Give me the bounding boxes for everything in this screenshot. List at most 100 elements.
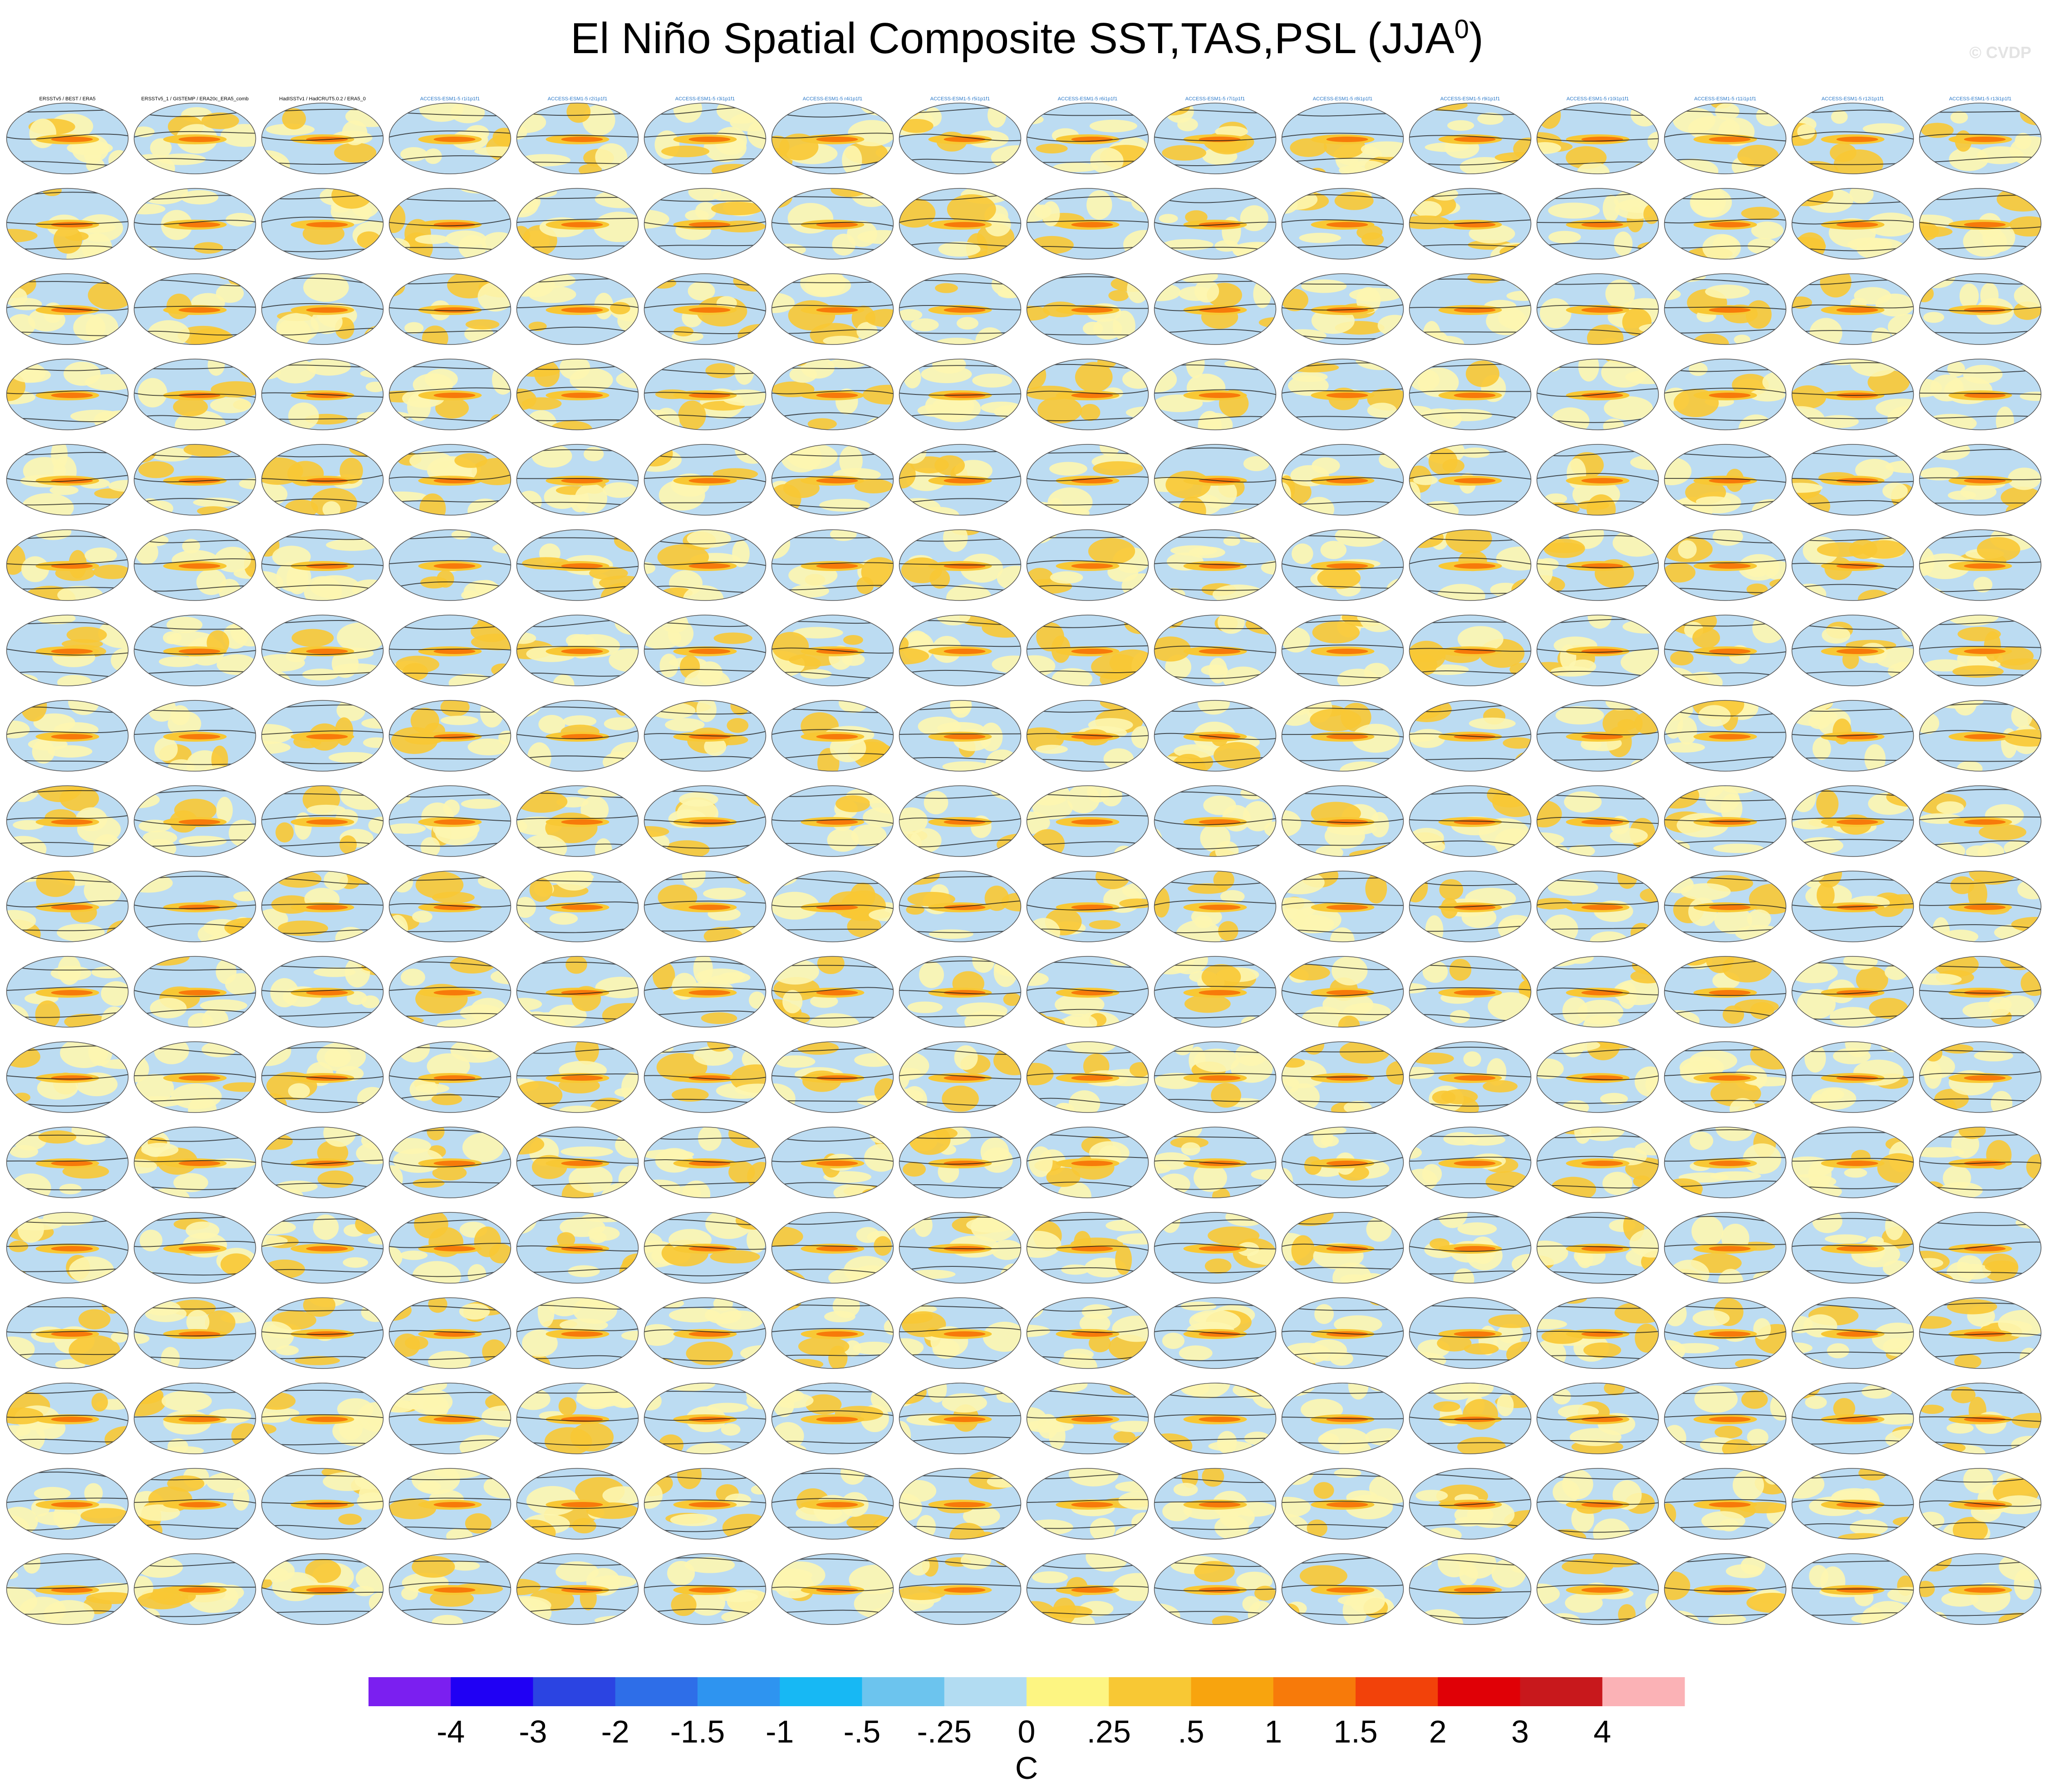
map-panel	[261, 700, 384, 772]
map-panel	[771, 1297, 894, 1369]
map-panel	[644, 1212, 767, 1284]
map-panel: ACCESS-ESM1-5 r7i1p1f1	[1154, 96, 1277, 174]
colorbar-tick-label: -4	[437, 1714, 465, 1749]
colorbar-swatch	[944, 1677, 1027, 1706]
colorbar-swatch	[369, 1677, 451, 1706]
colorbar-tick-label: -.25	[917, 1714, 972, 1749]
map-panel	[261, 1297, 384, 1369]
title-superscript: 0	[1454, 15, 1469, 44]
colorbar-tick-label: 2	[1429, 1714, 1447, 1749]
map-panel	[1409, 188, 1532, 260]
map-panel	[1026, 956, 1149, 1028]
map-panel	[133, 785, 256, 857]
map-panel	[133, 700, 256, 772]
map-panel	[1919, 785, 2042, 857]
panel-label: ACCESS-ESM1-5 r1i1p1f1	[420, 96, 480, 102]
map-panel	[388, 273, 511, 345]
colorbar-swatch	[451, 1677, 533, 1706]
map-panel	[1536, 1468, 1659, 1540]
map-panel	[388, 785, 511, 857]
map-panel	[899, 956, 1022, 1028]
map-panel	[261, 956, 384, 1028]
panel-label: ACCESS-ESM1-5 r4i1p1f1	[803, 96, 862, 102]
map-panel	[1026, 1127, 1149, 1198]
map-panel	[1026, 1212, 1149, 1284]
map-panel	[1664, 188, 1787, 260]
map-panel	[644, 1041, 767, 1113]
map-panel	[6, 188, 129, 260]
map-panel	[644, 359, 767, 430]
colorbar-swatch	[780, 1677, 862, 1706]
map-panel	[261, 1553, 384, 1625]
map-panel	[1536, 1041, 1659, 1113]
map-panel	[1664, 444, 1787, 516]
map-panel	[1409, 1041, 1532, 1113]
map-panel	[1664, 1212, 1787, 1284]
map-panel	[1919, 700, 2042, 772]
map-panel: ACCESS-ESM1-5 r6i1p1f1	[1026, 96, 1149, 174]
colorbar-swatch	[1273, 1677, 1356, 1706]
map-panel	[771, 273, 894, 345]
map-panel	[1026, 273, 1149, 345]
panel-label: ACCESS-ESM1-5 r10i1p1f1	[1567, 96, 1629, 102]
map-panel	[261, 1212, 384, 1284]
map-panel	[899, 1553, 1022, 1625]
map-panel	[388, 1383, 511, 1454]
map-panel	[1154, 1468, 1277, 1540]
map-panel	[1281, 1553, 1404, 1625]
map-panel	[1791, 188, 1914, 260]
map-panel	[261, 615, 384, 686]
map-panel	[516, 273, 639, 345]
colorbar-tick-label: 0	[1018, 1714, 1036, 1749]
panel-label: ACCESS-ESM1-5 r7i1p1f1	[1185, 96, 1245, 102]
map-panel: ACCESS-ESM1-5 r8i1p1f1	[1281, 96, 1404, 174]
map-panel	[1026, 700, 1149, 772]
map-panel	[133, 273, 256, 345]
map-panel	[1409, 1212, 1532, 1284]
map-panel	[1919, 1297, 2042, 1369]
map-panel	[1281, 1041, 1404, 1113]
map-panel	[644, 1297, 767, 1369]
map-panel	[1536, 529, 1659, 601]
map-panel	[644, 615, 767, 686]
map-panel	[771, 444, 894, 516]
map-panel: ERSSTv5 / BEST / ERA5	[6, 96, 129, 174]
map-panel	[1664, 529, 1787, 601]
map-panel	[1154, 1041, 1277, 1113]
panel-label: ACCESS-ESM1-5 r12i1p1f1	[1822, 96, 1884, 102]
colorbar-swatch	[862, 1677, 945, 1706]
map-panel	[771, 1383, 894, 1454]
map-panel	[644, 956, 767, 1028]
panel-label: ACCESS-ESM1-5 r2i1p1f1	[548, 96, 607, 102]
colorbar-tick-label: 1.5	[1333, 1714, 1377, 1749]
map-panel	[1026, 615, 1149, 686]
map-panel	[1791, 359, 1914, 430]
map-panel	[6, 529, 129, 601]
map-panel	[1919, 615, 2042, 686]
map-panel	[1154, 1127, 1277, 1198]
panel-label: ACCESS-ESM1-5 r9i1p1f1	[1440, 96, 1500, 102]
chart-title: El Niño Spatial Composite SST,TAS,PSL (J…	[0, 14, 2054, 64]
map-panel	[1026, 1041, 1149, 1113]
map-panel	[1281, 785, 1404, 857]
map-panel	[1664, 1383, 1787, 1454]
map-panel	[516, 1127, 639, 1198]
map-panel	[1281, 273, 1404, 345]
map-panel	[771, 871, 894, 942]
map-panel	[771, 529, 894, 601]
map-panel	[1664, 1297, 1787, 1369]
watermark: © CVDP	[1969, 43, 2031, 62]
map-panel	[6, 444, 129, 516]
map-panel	[1154, 444, 1277, 516]
colorbar-tick-label: -2	[601, 1714, 629, 1749]
map-panel	[6, 273, 129, 345]
panel-label: HadISSTv1 / HadCRUT5.0.2 / ERA5_0	[279, 96, 366, 102]
map-panel	[899, 529, 1022, 601]
colorbar-swatch	[1109, 1677, 1191, 1706]
colorbar-tick-label: 1	[1264, 1714, 1282, 1749]
map-panel	[261, 1383, 384, 1454]
map-panel	[516, 1297, 639, 1369]
colorbar-tick-label: .5	[1178, 1714, 1204, 1749]
map-panel	[1281, 956, 1404, 1028]
map-panel	[133, 1212, 256, 1284]
